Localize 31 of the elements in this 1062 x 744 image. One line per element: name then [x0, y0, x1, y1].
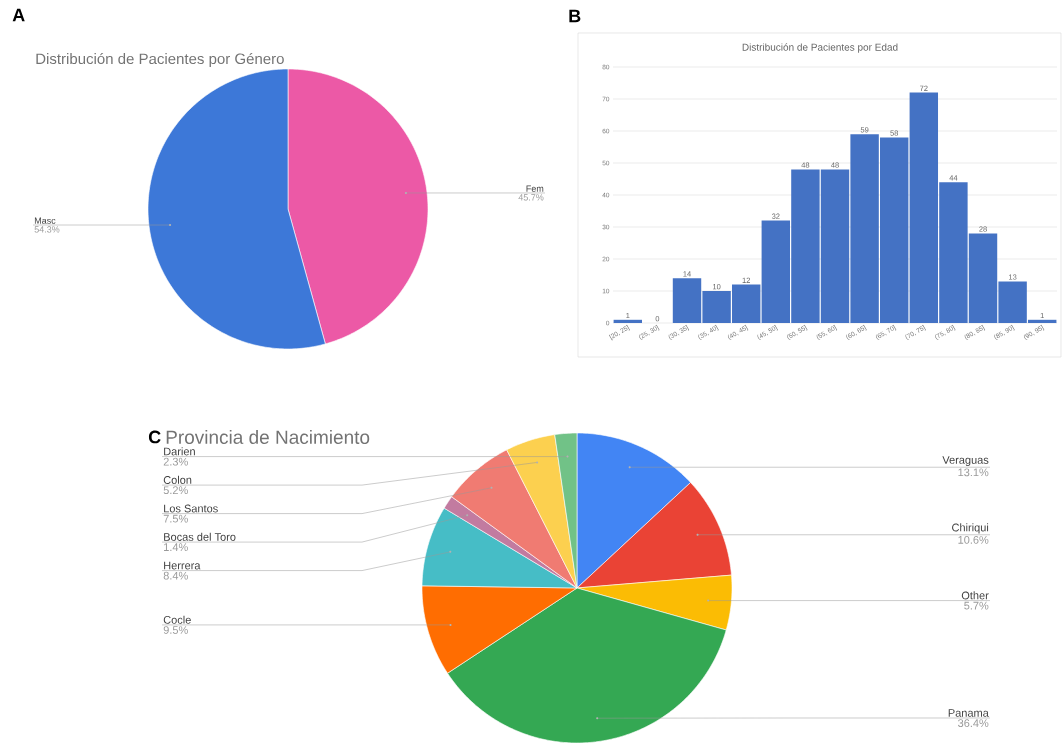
chart-title: Distribución de Pacientes por Género — [36, 52, 284, 68]
slice-label: Other — [961, 591, 989, 600]
text: B — [569, 9, 581, 23]
slice-label: Panama — [948, 709, 989, 717]
bar — [613, 319, 643, 323]
data-label: 45.7% — [518, 194, 544, 201]
slice-label: Darien — [164, 447, 195, 456]
data-label: 10.6% — [958, 535, 989, 544]
data-label: 1.4% — [164, 543, 188, 551]
data-label: 8.4% — [163, 571, 188, 580]
data-label: 2.3% — [163, 457, 188, 466]
data-label: 5.7% — [964, 601, 989, 610]
slice-label: Herrera — [164, 561, 201, 570]
text: A — [12, 8, 25, 22]
slice-label: Fem — [526, 185, 544, 192]
slice-label: Veraguas — [942, 456, 989, 467]
chart-title: Provincia de Nacimiento — [166, 430, 370, 444]
slice-label: Masc — [34, 217, 56, 224]
slice-label: Bocas del Toro — [164, 532, 236, 541]
data-label: 13.1% — [958, 468, 989, 477]
data-label: 36.4% — [958, 719, 989, 727]
slice-label: Los Santos — [164, 504, 218, 513]
text: C — [148, 430, 161, 444]
chart-title: Distribución de Pacientes por Edad — [742, 43, 898, 53]
data-label: 5.2% — [163, 486, 188, 495]
data-label: 54.3% — [34, 226, 60, 233]
slice-label: Chiriqui — [952, 523, 989, 534]
data-label: 9.5% — [163, 626, 188, 634]
slice-label: Cocle — [163, 615, 191, 624]
data-label: 7.5% — [163, 514, 188, 523]
slice-label: Colon — [163, 475, 192, 484]
